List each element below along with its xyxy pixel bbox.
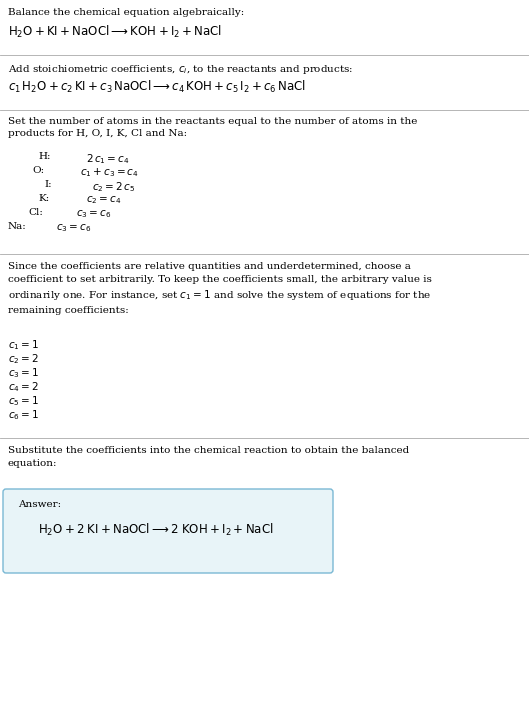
- Text: Add stoichiometric coefficients, $c_i$, to the reactants and products:: Add stoichiometric coefficients, $c_i$, …: [8, 63, 353, 76]
- Text: Balance the chemical equation algebraically:: Balance the chemical equation algebraica…: [8, 8, 244, 17]
- Text: $c_4 = 2$: $c_4 = 2$: [8, 380, 39, 394]
- Text: Substitute the coefficients into the chemical reaction to obtain the balanced
eq: Substitute the coefficients into the che…: [8, 446, 409, 467]
- Text: O:: O:: [32, 166, 44, 175]
- Text: Since the coefficients are relative quantities and underdetermined, choose a
coe: Since the coefficients are relative quan…: [8, 262, 432, 315]
- Text: Answer:: Answer:: [18, 500, 61, 509]
- Text: $c_5 = 1$: $c_5 = 1$: [8, 394, 39, 408]
- Text: Cl:: Cl:: [28, 208, 43, 217]
- Text: Na:: Na:: [8, 222, 27, 231]
- Text: $c_2 = c_4$: $c_2 = c_4$: [86, 194, 121, 206]
- Text: K:: K:: [38, 194, 49, 203]
- Text: H:: H:: [38, 152, 50, 161]
- Text: $c_1\,\mathregular{H_2O} + c_2\,\mathregular{KI} + c_3\,\mathregular{NaOCl} \lon: $c_1\,\mathregular{H_2O} + c_2\,\mathreg…: [8, 79, 306, 95]
- Text: $c_3 = c_6$: $c_3 = c_6$: [56, 222, 91, 234]
- Text: $c_3 = c_6$: $c_3 = c_6$: [76, 208, 111, 220]
- Text: $2\,c_1 = c_4$: $2\,c_1 = c_4$: [86, 152, 130, 166]
- Text: I:: I:: [44, 180, 52, 189]
- Text: $c_1 + c_3 = c_4$: $c_1 + c_3 = c_4$: [80, 166, 139, 179]
- Text: $\mathregular{H_2O + KI + NaOCl} \longrightarrow \mathregular{KOH + I_2 + NaCl}$: $\mathregular{H_2O + KI + NaOCl} \longri…: [8, 24, 222, 40]
- FancyBboxPatch shape: [3, 489, 333, 573]
- Text: $c_2 = 2$: $c_2 = 2$: [8, 352, 39, 366]
- Text: $c_6 = 1$: $c_6 = 1$: [8, 408, 39, 422]
- Text: Set the number of atoms in the reactants equal to the number of atoms in the
pro: Set the number of atoms in the reactants…: [8, 117, 417, 139]
- Text: $c_3 = 1$: $c_3 = 1$: [8, 366, 39, 380]
- Text: $c_1 = 1$: $c_1 = 1$: [8, 338, 39, 352]
- Text: $c_2 = 2\,c_5$: $c_2 = 2\,c_5$: [92, 180, 135, 194]
- Text: $\mathregular{H_2O + 2\;KI + NaOCl} \longrightarrow \mathregular{2\;KOH + I_2 + : $\mathregular{H_2O + 2\;KI + NaOCl} \lon…: [38, 522, 273, 538]
